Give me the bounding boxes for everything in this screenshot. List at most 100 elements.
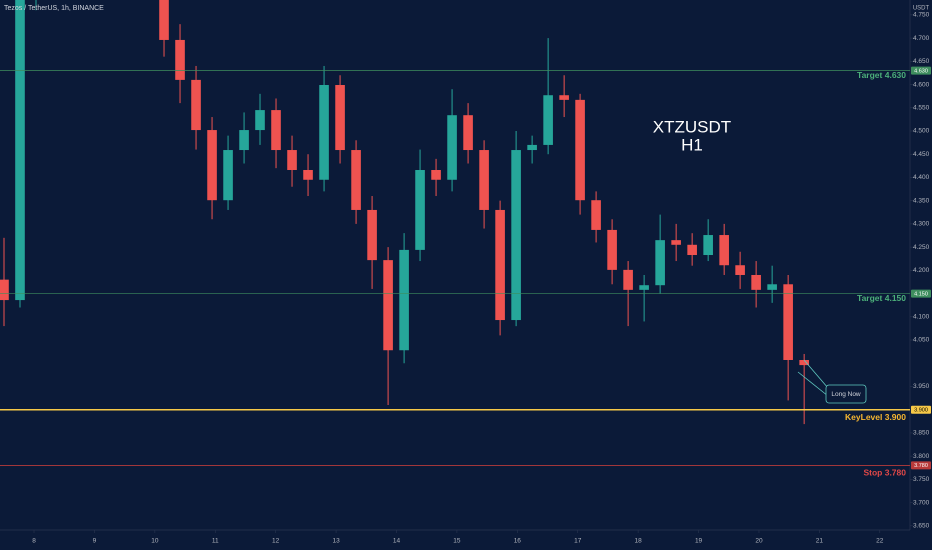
x-tick-label: 19 <box>695 538 703 545</box>
y-tick-label: 4.200 <box>913 267 930 274</box>
x-tick-label: 11 <box>212 538 219 545</box>
y-tick-label: 4.100 <box>913 314 930 321</box>
candle-body <box>511 150 521 321</box>
candle-body <box>687 244 697 256</box>
candle-body <box>15 0 25 301</box>
level-text: Stop 3.780 <box>863 468 906 478</box>
candle-body <box>767 284 777 290</box>
candle-body <box>415 170 425 250</box>
candle-body <box>255 110 265 131</box>
candle-body <box>655 240 665 286</box>
candle-body <box>159 0 169 40</box>
x-tick-label: 15 <box>453 538 461 545</box>
x-tick-label: 9 <box>93 538 97 545</box>
y-tick-label: 4.250 <box>913 244 930 251</box>
candle-body <box>0 279 9 301</box>
y-tick-label: 3.650 <box>913 523 930 530</box>
y-tick-label: 4.400 <box>913 174 930 181</box>
y-tick-label: 4.650 <box>913 58 930 65</box>
level-badge <box>911 405 931 414</box>
x-tick-label: 13 <box>332 538 340 545</box>
y-tick-label: 4.500 <box>913 128 930 135</box>
candle-body <box>447 115 457 180</box>
annotation-pointer <box>797 371 829 397</box>
candle-body <box>463 115 473 151</box>
candle-body <box>287 150 297 171</box>
x-tick-label: 14 <box>393 538 401 545</box>
candle-body <box>479 150 489 210</box>
candle-body <box>575 99 585 201</box>
candle-body <box>671 240 681 245</box>
level-text: KeyLevel 3.900 <box>845 412 906 422</box>
candle-body <box>367 209 377 261</box>
candle-body <box>335 85 345 151</box>
y-tick-label: 3.700 <box>913 499 930 506</box>
candle-body <box>783 284 793 360</box>
y-tick-label: 4.450 <box>913 151 930 158</box>
x-tick-label: 8 <box>32 538 36 545</box>
candle-body <box>799 359 809 366</box>
candle-body <box>639 285 649 290</box>
y-tick-label: 4.300 <box>913 221 930 228</box>
chart-subtitle: H1 <box>681 135 703 154</box>
y-tick-label: 4.750 <box>913 12 930 19</box>
level-text: Target 4.630 <box>857 70 906 80</box>
candle-body <box>239 130 249 151</box>
candle-body <box>351 150 361 210</box>
plot-area <box>0 0 910 466</box>
level-badge-label: 3.780 <box>914 463 928 469</box>
level-badge <box>911 461 931 470</box>
x-tick-label: 17 <box>574 538 582 545</box>
candle-body <box>399 249 409 351</box>
x-tick-label: 20 <box>755 538 763 545</box>
chart-header: Tezos / TetherUS, 1h, BINANCE <box>4 5 104 12</box>
annotation-text: Long Now <box>831 391 861 398</box>
level-badge-label: 4.150 <box>914 291 928 297</box>
level-badge-label: 4.630 <box>914 68 928 74</box>
candle-body <box>559 95 569 100</box>
y-tick-label: 3.850 <box>913 430 930 437</box>
candle-body <box>383 260 393 351</box>
y-tick-label: 3.750 <box>913 476 930 483</box>
y-tick-label: 4.700 <box>913 35 930 42</box>
candle-body <box>703 235 713 256</box>
candle-body <box>543 95 553 145</box>
candle-body <box>223 150 233 201</box>
level-badge <box>911 289 931 298</box>
candle-body <box>431 170 441 180</box>
candle-body <box>607 229 617 270</box>
y-tick-label: 4.050 <box>913 337 930 344</box>
y-unit: USDT <box>913 6 930 12</box>
candle-body <box>495 209 505 321</box>
candle-body <box>271 110 281 151</box>
x-tick-label: 22 <box>876 538 884 545</box>
x-tick-label: 16 <box>514 538 522 545</box>
annotation-pointer <box>803 359 829 389</box>
candle-body <box>319 85 329 180</box>
level-badge-label: 3.900 <box>914 407 928 413</box>
candle-body <box>207 130 217 201</box>
level-badge <box>911 66 931 75</box>
y-tick-label: 3.950 <box>913 383 930 390</box>
candle-body <box>735 265 745 275</box>
y-tick-label: 4.600 <box>913 81 930 88</box>
x-tick-label: 12 <box>272 538 280 545</box>
x-tick-label: 21 <box>816 538 824 545</box>
candle-body <box>719 235 729 266</box>
candle-body <box>303 170 313 180</box>
y-tick-label: 3.800 <box>913 453 930 460</box>
x-tick-label: 10 <box>151 538 159 545</box>
candle-body <box>623 269 633 290</box>
y-tick-label: 4.550 <box>913 104 930 111</box>
chart-title: XTZUSDT <box>653 117 731 136</box>
candle-body <box>751 274 761 290</box>
annotation-box <box>825 384 867 404</box>
overlay: Tezos / TetherUS, 1h, BINANCE USDT XTZUS… <box>4 5 931 478</box>
x-tick-label: 18 <box>635 538 643 545</box>
candle-body <box>591 200 601 230</box>
y-tick-label: 4.350 <box>913 197 930 204</box>
level-text: Target 4.150 <box>857 293 906 303</box>
candle-body <box>527 144 537 151</box>
